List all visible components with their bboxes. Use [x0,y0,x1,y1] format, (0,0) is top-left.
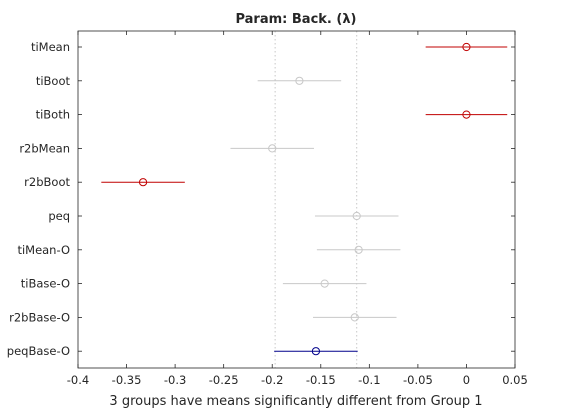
x-axis-label: 3 groups have means significantly differ… [109,394,482,409]
y-tick-label: r2bBase-O [9,310,70,324]
x-tick-label: -0.1 [358,373,380,387]
x-tick-label: -0.05 [403,373,433,387]
x-tick-label: 0 [463,373,470,387]
y-tick-label: peqBase-O [7,344,70,358]
y-tick-label: r2bBoot [24,175,70,189]
mean-marker [350,313,359,322]
x-tick-label: -0.4 [67,373,89,387]
mean-marker [320,279,329,288]
mean-marker [354,245,363,254]
chart-title: Param: Back. (λ) [235,12,356,27]
y-tick-label: r2bMean [19,141,70,155]
axes-box [77,30,516,369]
x-tick-label: -0.3 [164,373,186,387]
x-tick-label: 0.05 [502,373,528,387]
y-tick-label: peq [48,209,70,223]
x-tick-label: -0.2 [261,373,283,387]
mean-marker [311,347,321,356]
plot-area: -0.4 -0.35 -0.3 -0.25 -0.2 -0.15 -0.1 -0.05 0 0.0… [7,30,528,387]
mean-marker [352,211,361,221]
y-tick-label: tiMean [31,40,70,54]
y-tick-label: tiMean-O [17,243,70,257]
mean-marker [295,76,304,85]
mean-marker [462,42,471,52]
mean-marker [268,144,277,153]
y-tick-label: tiBoth [36,108,70,122]
plot-background [78,31,515,368]
y-tick-label: tiBoot [36,74,71,88]
y-tick-label: tiBase-O [21,277,70,291]
x-tick-label: -0.25 [209,373,239,387]
mean-marker [462,110,471,119]
x-tick-label: -0.35 [112,373,142,387]
mean-marker [138,178,148,187]
x-tick-label: -0.15 [306,373,336,387]
